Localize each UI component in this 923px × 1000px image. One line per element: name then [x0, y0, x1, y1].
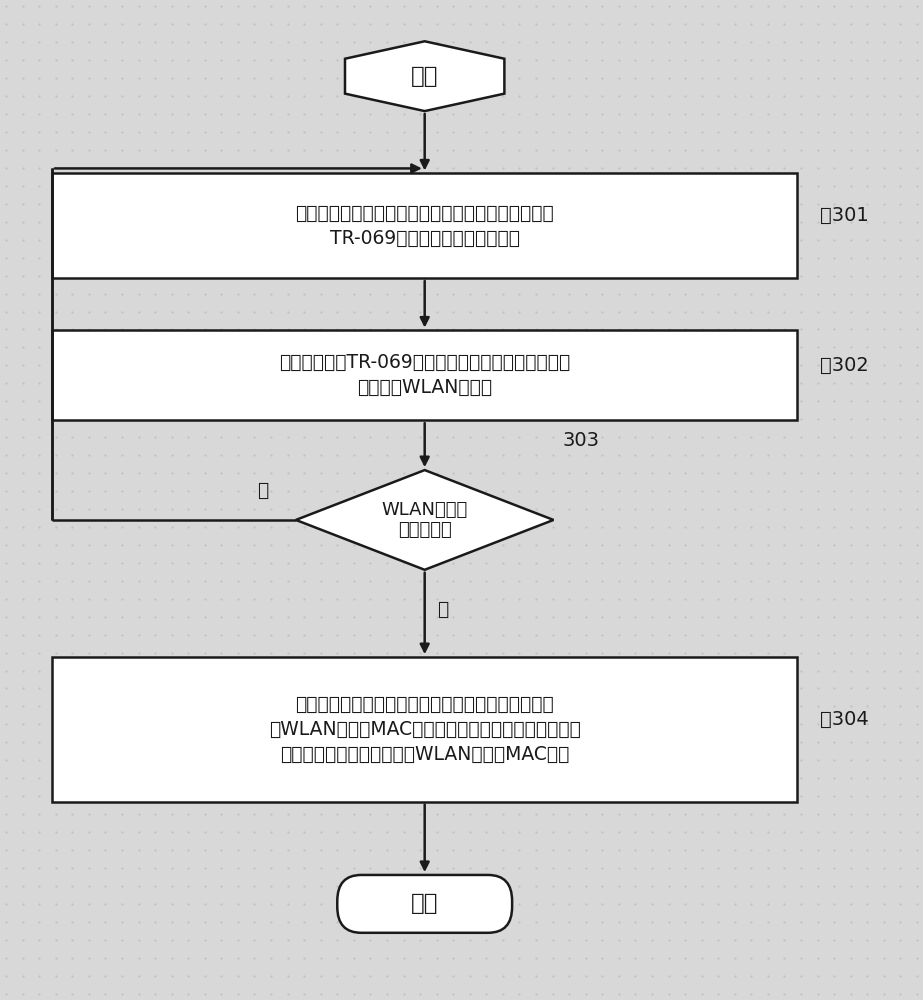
- Bar: [52, 330, 797, 420]
- Text: 网管系统通过TR-069协议从家庭网关读取家庭网关当
前关联的WLAN用户数: 网管系统通过TR-069协议从家庭网关读取家庭网关当 前关联的WLAN用户数: [279, 353, 570, 397]
- Text: 否: 否: [257, 481, 269, 500]
- Bar: [52, 657, 797, 802]
- Text: ～304: ～304: [821, 710, 869, 729]
- Text: 303: 303: [563, 431, 600, 450]
- Text: 开始: 开始: [411, 65, 438, 88]
- Text: ～302: ～302: [821, 356, 869, 375]
- Text: ～301: ～301: [821, 206, 869, 225]
- Polygon shape: [296, 470, 554, 570]
- Bar: [52, 173, 797, 278]
- Text: WLAN用户数
是否增加？: WLAN用户数 是否增加？: [381, 501, 468, 539]
- FancyBboxPatch shape: [337, 875, 512, 933]
- Text: 网管系统向家庭网关发出读取家庭网关当前关联的所
有WLAN用户的MAC地址的请求，并接收家庭网关上报
的家庭网关当前关联的所有WLAN用户的MAC地址: 网管系统向家庭网关发出读取家庭网关当前关联的所 有WLAN用户的MAC地址的请求…: [269, 695, 581, 764]
- Text: 是: 是: [438, 600, 449, 619]
- Text: 结束: 结束: [411, 892, 438, 915]
- Polygon shape: [345, 41, 504, 111]
- Text: 当家庭网关监控到自身的监控参数发生变动时，通过
TR-069协议向网管系统进行报告: 当家庭网关监控到自身的监控参数发生变动时，通过 TR-069协议向网管系统进行报…: [295, 204, 554, 248]
